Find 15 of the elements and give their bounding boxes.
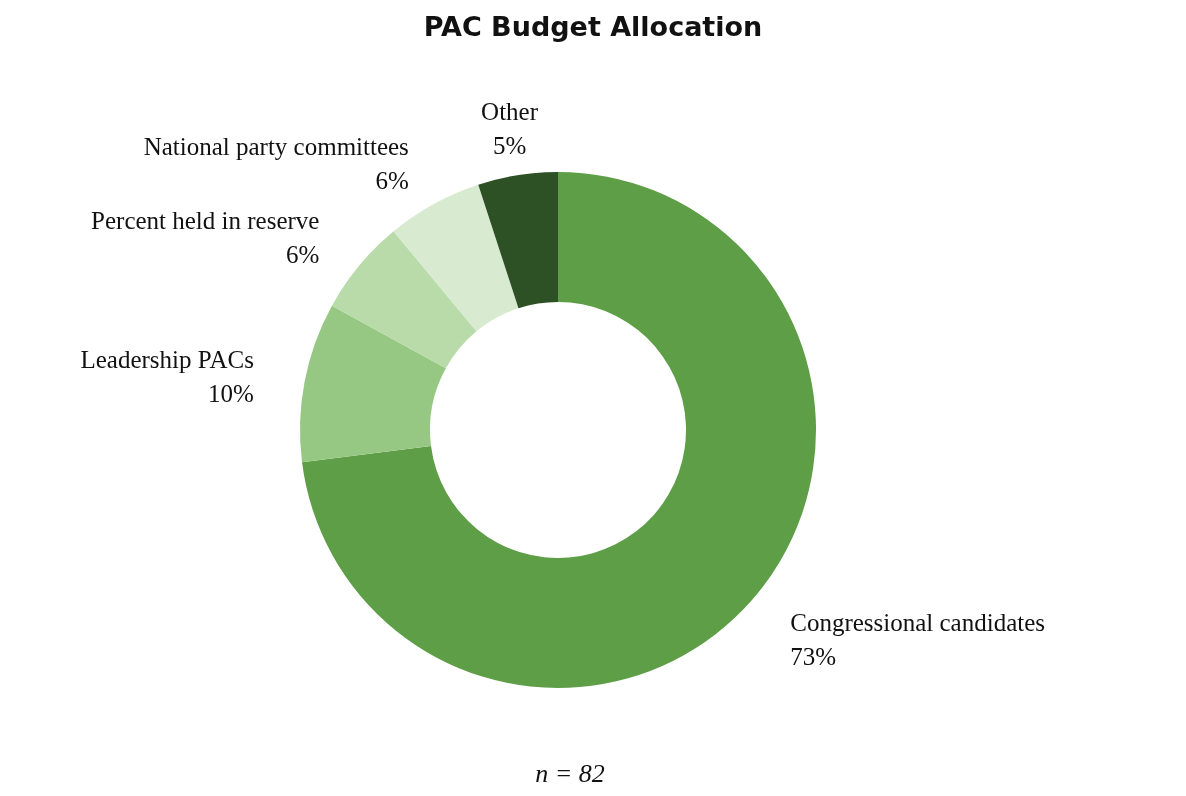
- chart-title: PAC Budget Allocation: [423, 11, 763, 42]
- slice-label: Other: [481, 98, 539, 126]
- text: n = 82: [535, 759, 605, 788]
- data-label: 6%: [375, 166, 409, 194]
- donut-slice: [300, 305, 446, 463]
- data-label: 10%: [208, 379, 254, 407]
- slice-label: Congressional candidates: [790, 608, 1046, 636]
- slice-label: Percent held in reserve: [91, 206, 320, 234]
- donut-slice: [331, 231, 477, 369]
- slice-label: National party committees: [143, 132, 409, 160]
- data-label: 6%: [286, 240, 320, 268]
- data-label: 5%: [492, 132, 527, 160]
- data-label: 73%: [790, 642, 837, 670]
- slice-label: Leadership PACs: [80, 345, 254, 373]
- donut-slice: [478, 172, 558, 309]
